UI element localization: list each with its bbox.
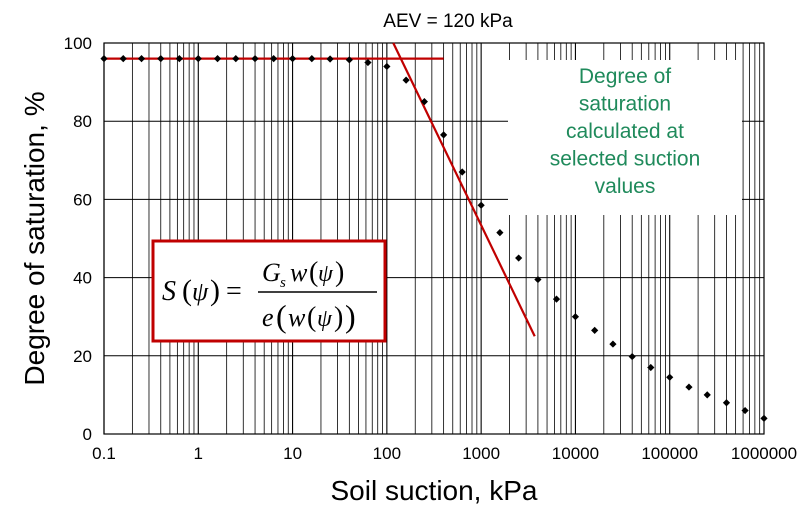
data-point bbox=[609, 340, 617, 348]
data-point bbox=[534, 275, 542, 284]
eq-symbol-w: w bbox=[290, 258, 308, 287]
y-tick-label: 80 bbox=[73, 112, 92, 131]
eq-paren: ( bbox=[307, 302, 316, 333]
data-point bbox=[458, 168, 466, 176]
eq-equals: = bbox=[226, 276, 242, 307]
data-point bbox=[137, 55, 146, 63]
data-point bbox=[345, 56, 353, 64]
data-point bbox=[157, 55, 165, 63]
y-tick-label: 0 bbox=[83, 425, 92, 444]
y-tick-label: 100 bbox=[64, 34, 92, 53]
data-point bbox=[440, 131, 448, 139]
data-point bbox=[364, 58, 372, 67]
eq-paren: ( bbox=[182, 274, 192, 307]
eq-paren: ) bbox=[345, 298, 356, 334]
data-point bbox=[383, 62, 391, 71]
data-point bbox=[647, 363, 655, 372]
data-point bbox=[703, 391, 711, 399]
eq-symbol-s: S bbox=[162, 276, 176, 307]
x-tick-label: 1000000 bbox=[731, 444, 797, 463]
grid bbox=[103, 42, 764, 435]
data-point bbox=[591, 326, 599, 334]
data-point bbox=[270, 55, 278, 63]
data-point bbox=[685, 383, 693, 391]
note-line: calculated at bbox=[566, 120, 684, 143]
data-point bbox=[251, 55, 259, 63]
eq-paren: ) bbox=[210, 274, 220, 307]
eq-symbol-psi: ψ bbox=[318, 261, 334, 287]
data-point bbox=[760, 414, 768, 422]
x-tick-label: 100000 bbox=[641, 444, 698, 463]
data-point bbox=[100, 55, 108, 63]
eq-paren: ( bbox=[276, 298, 287, 334]
data-point bbox=[552, 295, 561, 303]
x-tick-label: 10 bbox=[283, 444, 302, 463]
data-point bbox=[119, 55, 127, 63]
eq-paren: ) bbox=[335, 257, 344, 288]
note-annotation: Degree of saturation calculated at selected… bbox=[550, 65, 701, 198]
y-tick-label: 40 bbox=[73, 269, 92, 288]
note-line: Degree of bbox=[579, 65, 671, 88]
x-tick-label: 10000 bbox=[552, 444, 599, 463]
data-point bbox=[496, 229, 504, 237]
data-point bbox=[666, 373, 674, 381]
data-point bbox=[477, 201, 485, 209]
y-tick-label: 60 bbox=[73, 190, 92, 209]
tick-labels: 0.1 1 10 100 1000 10000 100000 1000000 0 20 40 60 80… bbox=[64, 34, 797, 463]
x-tick-label: 100 bbox=[373, 444, 401, 463]
fit-line bbox=[392, 42, 536, 337]
equation-box: S(ψ) =G s w(ψ)e(w(ψ)) bbox=[151, 239, 387, 343]
note-line: selected suction bbox=[550, 148, 701, 171]
data-point bbox=[571, 313, 580, 321]
x-axis-title: Soil suction, kPa bbox=[331, 475, 538, 506]
equation-frame bbox=[151, 239, 387, 343]
data-point bbox=[213, 55, 222, 63]
plot-frame bbox=[103, 42, 765, 435]
x-tick-label: 1 bbox=[194, 444, 203, 463]
eq-symbol-psi: ψ bbox=[192, 277, 209, 306]
x-tick-label: 1000 bbox=[462, 444, 500, 463]
data-point bbox=[308, 55, 316, 63]
y-axis-title: Degree of saturation, % bbox=[19, 91, 50, 385]
data-point bbox=[402, 76, 410, 84]
note-line: saturation bbox=[579, 93, 671, 116]
data-point bbox=[288, 55, 297, 63]
equation: S(ψ) =G s w(ψ)e(w(ψ)) bbox=[162, 257, 377, 334]
data-points bbox=[100, 55, 768, 422]
eq-symbol-w: w bbox=[288, 303, 306, 332]
aev-annotation: AEV = 120 kPa bbox=[383, 11, 513, 32]
y-tick-label: 20 bbox=[73, 347, 92, 366]
eq-subscript-s: s bbox=[280, 275, 286, 291]
data-point bbox=[420, 98, 428, 106]
note-line: values bbox=[595, 175, 656, 198]
eq-symbol-psi: ψ bbox=[317, 306, 333, 332]
data-point bbox=[326, 55, 334, 63]
data-point bbox=[175, 55, 183, 63]
data-point bbox=[515, 254, 523, 262]
eq-symbol-g: G bbox=[262, 258, 281, 287]
data-point bbox=[741, 406, 749, 415]
eq-paren: ( bbox=[309, 257, 318, 288]
data-point bbox=[722, 399, 731, 407]
eq-symbol-e: e bbox=[262, 303, 274, 332]
data-point bbox=[194, 55, 202, 63]
eq-paren: ) bbox=[334, 302, 343, 333]
note-panel bbox=[508, 60, 742, 215]
data-point bbox=[232, 55, 240, 63]
x-tick-label: 0.1 bbox=[92, 444, 116, 463]
data-point bbox=[628, 352, 636, 361]
